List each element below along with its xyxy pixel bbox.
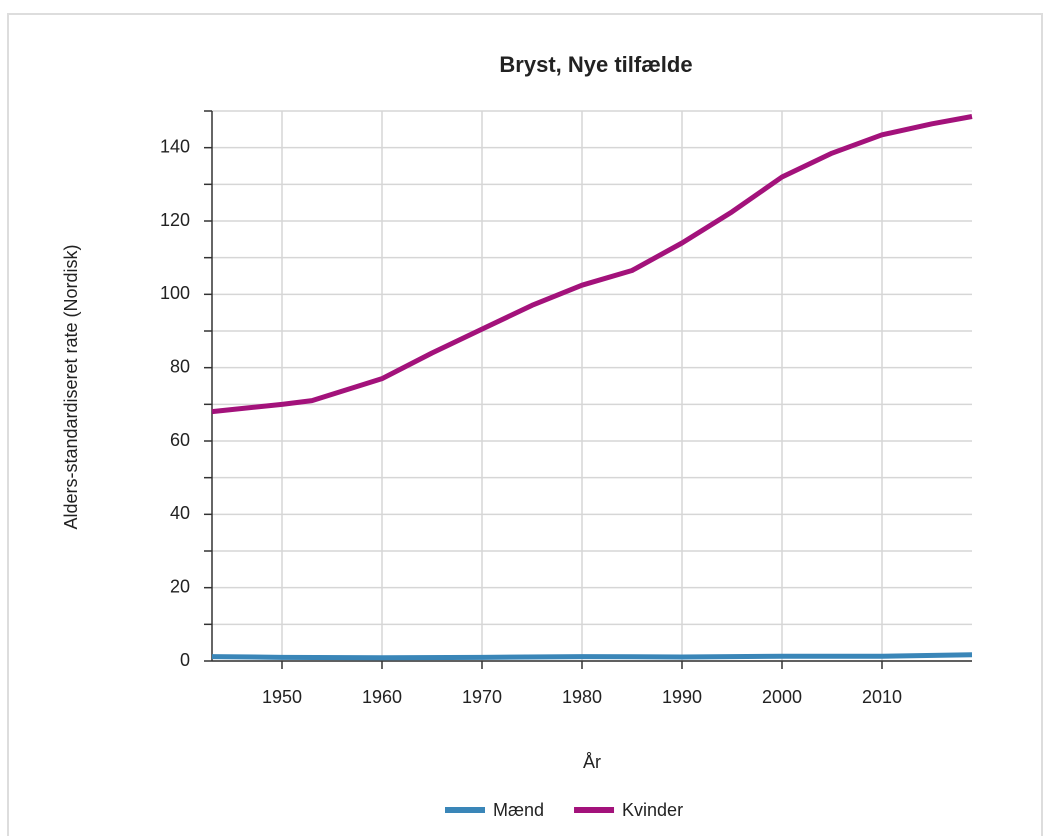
line [211, 652, 973, 661]
y-tick-label: 0 [180, 650, 190, 670]
x-tick-label: 1960 [362, 687, 402, 707]
y-tick-label: 20 [170, 576, 190, 596]
y-tick-label: 40 [170, 503, 190, 523]
x-tick-label: 2010 [862, 687, 902, 707]
y-tick-label: 80 [170, 356, 190, 376]
chart-title: Bryst, Nye tilfælde [499, 52, 692, 77]
y-tick-label: 100 [160, 283, 190, 303]
line [211, 114, 973, 415]
legend-label: Mænd [493, 800, 544, 820]
x-axis-label: År [583, 752, 601, 772]
y-axis-label: Alders-standardiseret rate (Nordisk) [61, 244, 81, 529]
legend-label: Kvinder [622, 800, 683, 820]
x-tick-label: 1970 [462, 687, 502, 707]
y-tick-label: 60 [170, 430, 190, 450]
x-tick-label: 2000 [762, 687, 802, 707]
y-tick-label: 140 [160, 136, 190, 156]
frame [7, 13, 1043, 836]
x-tick-label: 1990 [662, 687, 702, 707]
x-tick-label: 1950 [262, 687, 302, 707]
x-tick-label: 1980 [562, 687, 602, 707]
y-tick-label: 120 [160, 210, 190, 230]
